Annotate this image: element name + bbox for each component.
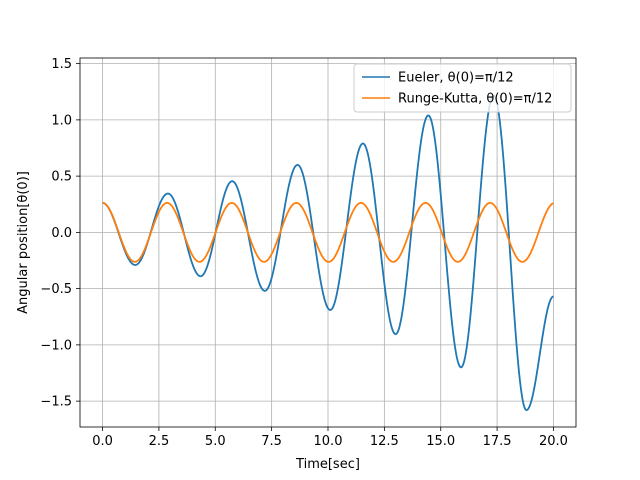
x-tick-label: 0.0 — [92, 434, 113, 449]
x-tick-label: 12.5 — [370, 434, 399, 449]
y-tick-label: 0.0 — [51, 226, 72, 241]
series-line-euler — [102, 94, 554, 412]
y-axis-label: Angular position[θ(0)] — [16, 171, 31, 314]
x-tick-label: 10.0 — [314, 434, 343, 449]
x-tick-label: 5.0 — [205, 434, 226, 449]
legend: Eueler, θ(0)=π/12 Runge-Kutta, θ(0)=π/12 — [353, 63, 572, 113]
series-line-runge-kutta — [102, 202, 554, 263]
x-tick-label: 2.5 — [149, 434, 170, 449]
x-tick-label: 17.5 — [483, 434, 512, 449]
x-tick-label: 15.0 — [426, 434, 455, 449]
x-axis-label: Time[sec] — [295, 457, 360, 472]
legend-label-runge-kutta: Runge-Kutta, θ(0)=π/12 — [398, 92, 552, 107]
legend-label-euler: Eueler, θ(0)=π/12 — [398, 71, 514, 86]
grid — [80, 58, 576, 427]
y-tick-label: 1.0 — [51, 113, 72, 128]
y-tick-label: 1.5 — [51, 57, 72, 72]
series-layer — [102, 94, 554, 412]
legend-box — [353, 63, 572, 113]
x-tick-label: 20.0 — [539, 434, 568, 449]
x-tick-label: 7.5 — [261, 434, 282, 449]
y-tick-label: −0.5 — [40, 282, 72, 297]
y-tick-label: 0.5 — [51, 170, 72, 185]
y-tick-label: −1.0 — [40, 338, 72, 353]
y-tick-label: −1.5 — [40, 395, 72, 410]
ticks: 0.0 2.5 5.0 7.5 10.0 12.5 15.0 17.5 20.0 −1.5 −1.0… — [40, 57, 568, 449]
